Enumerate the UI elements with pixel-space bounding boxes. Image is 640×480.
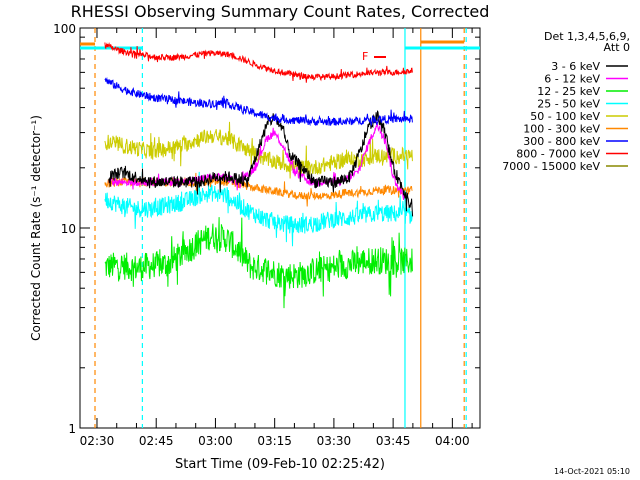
series-line bbox=[108, 110, 414, 217]
legend-label: 12 - 25 keV bbox=[537, 85, 600, 98]
series-line bbox=[104, 42, 413, 83]
legend-label: 6 - 12 keV bbox=[544, 73, 600, 86]
x-axis-label: Start Time (09-Feb-10 02:25:42) bbox=[175, 457, 385, 472]
series-line bbox=[108, 121, 405, 200]
flag-label: F bbox=[362, 50, 368, 63]
y-tick-label: 1 bbox=[68, 422, 76, 436]
legend-label: 100 - 300 keV bbox=[523, 123, 600, 136]
x-tick-label: 03:45 bbox=[376, 434, 411, 448]
legend-label: 7000 - 15000 keV bbox=[502, 160, 600, 173]
series-line bbox=[104, 171, 413, 247]
x-tick-label: 03:30 bbox=[317, 434, 352, 448]
series-line bbox=[104, 121, 413, 179]
legend-title-1: Det 1,3,4,5,6,9, bbox=[544, 30, 630, 43]
x-tick-label: 02:30 bbox=[80, 434, 115, 448]
chart-title: RHESSI Observing Summary Count Rates, Co… bbox=[71, 2, 490, 21]
y-tick-label: 10 bbox=[61, 222, 76, 236]
plot-area: 1 10 100 02:30 02:45 03:00 03:15 03:30 03:45 04:0… bbox=[53, 22, 481, 448]
timestamp: 14-Oct-2021 05:10 bbox=[554, 467, 630, 476]
legend-label: 300 - 800 keV bbox=[523, 135, 600, 148]
x-tick-label: 03:00 bbox=[198, 434, 233, 448]
y-axis-label: Corrected Count Rate (s⁻¹ detector⁻¹) bbox=[29, 115, 43, 341]
series-line bbox=[104, 217, 413, 309]
x-tick-label: 03:15 bbox=[257, 434, 292, 448]
legend-label: 3 - 6 keV bbox=[551, 60, 600, 73]
series-line bbox=[104, 76, 413, 128]
legend-title-2: Att 0 bbox=[604, 41, 630, 54]
legend-label: 50 - 100 keV bbox=[530, 110, 600, 123]
legend-label: 25 - 50 keV bbox=[537, 98, 600, 111]
x-tick-label: 04:00 bbox=[435, 434, 470, 448]
y-tick-label: 100 bbox=[53, 22, 76, 36]
legend-label: 800 - 7000 keV bbox=[516, 148, 600, 161]
x-tick-label: 02:45 bbox=[139, 434, 174, 448]
